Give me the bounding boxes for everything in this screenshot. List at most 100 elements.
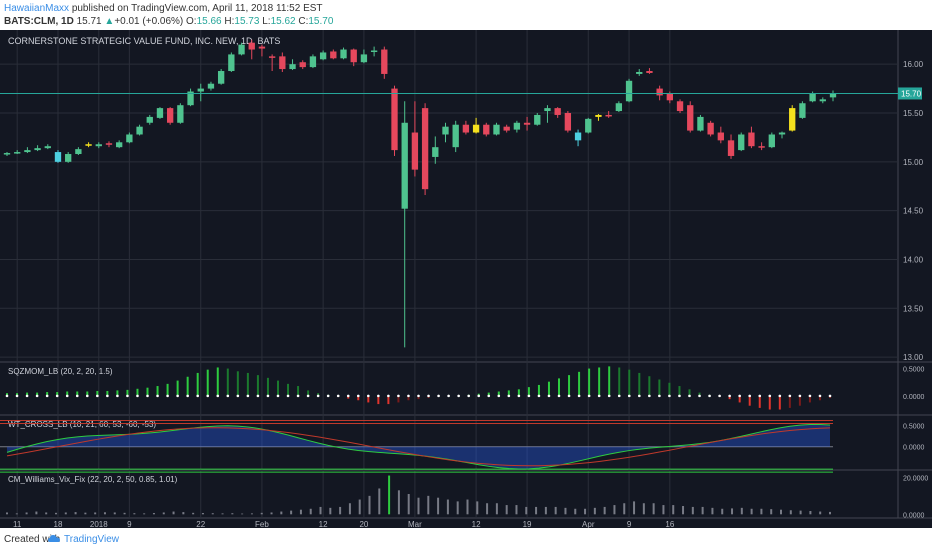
last-price: 15.71 [76, 16, 102, 27]
candle-body [238, 44, 245, 55]
candle [238, 42, 245, 56]
candle [676, 99, 684, 113]
squeeze-dot [216, 394, 220, 398]
squeeze-dot [35, 394, 39, 398]
candle [3, 152, 11, 156]
candle-body [738, 134, 745, 151]
author-link[interactable]: HawaiianMaxx [4, 3, 70, 14]
squeeze-dot [587, 394, 591, 398]
indicator-tick-label: 20.0000 [903, 475, 928, 482]
candle [738, 132, 745, 152]
candle-body [636, 71, 643, 74]
squeeze-dot [648, 394, 651, 398]
candle [248, 39, 255, 60]
time-tick-label: 2018 [90, 520, 108, 528]
indicator-tick-label: 0.5000 [903, 424, 925, 431]
candle [697, 114, 704, 132]
squeeze-dot [728, 394, 731, 398]
current-price-tag [898, 87, 922, 100]
squeeze-dot [306, 394, 310, 398]
candle-body [350, 49, 357, 63]
squeeze-dot [5, 394, 9, 398]
candle-body [523, 122, 531, 125]
candle-body [554, 108, 561, 115]
squeeze-dot [397, 394, 400, 398]
chart-area[interactable]: CORNERSTONE STRATEGIC VALUE FUND, INC. N… [0, 30, 932, 528]
candle-body [136, 126, 143, 135]
candle-body [615, 103, 623, 112]
squeeze-dot [206, 394, 210, 398]
candle [799, 101, 806, 119]
candle-body [656, 88, 663, 96]
squeeze-dot [407, 394, 410, 398]
price-tick-label: 15.00 [903, 158, 924, 167]
candle-body [116, 142, 123, 148]
candle-body [666, 93, 674, 101]
candle [268, 54, 276, 72]
squeeze-dot [136, 394, 139, 398]
tradingview-brand-link[interactable]: TradingView [64, 534, 120, 545]
chart-title: CORNERSTONE STRATEGIC VALUE FUND, INC. N… [8, 36, 280, 46]
candle [574, 129, 582, 147]
vix-fix-panel: CM_Williams_Vix_Fix (22, 20, 2, 50, 0.85… [6, 475, 928, 519]
candle [228, 52, 235, 72]
candle-body [564, 113, 572, 131]
candle [687, 101, 694, 133]
squeeze-dot [65, 394, 69, 398]
close-value: 15.70 [308, 16, 334, 27]
candle [554, 107, 561, 118]
squeeze-dot [427, 394, 430, 398]
candle-body [462, 124, 470, 133]
squeeze-dot [75, 394, 79, 398]
open-label: O: [186, 16, 197, 27]
squeeze-dot [577, 394, 581, 398]
squeeze-dot [367, 394, 370, 398]
candle [299, 60, 306, 70]
candle [14, 150, 21, 155]
time-tick-label: 22 [196, 520, 205, 528]
candle [789, 105, 796, 132]
candle [472, 117, 480, 134]
squeeze-dot [186, 394, 189, 398]
squeeze-dot [818, 394, 822, 398]
candle-body [24, 150, 31, 153]
time-tick-label: 18 [54, 520, 63, 528]
candle-body [789, 108, 796, 131]
squeeze-dot [326, 394, 330, 398]
candle [279, 52, 286, 72]
squeeze-dot [567, 394, 571, 398]
squeeze-dot [688, 394, 691, 398]
candle-body [207, 83, 215, 89]
squeeze-dot [286, 394, 290, 398]
sqzmom-panel: SQZMOM_LB (20, 2, 20, 1.5) 0.5000 0.0000 [5, 366, 925, 410]
squeeze-dot [55, 394, 59, 398]
candle [442, 122, 449, 143]
footer-bar: Created with TradingView [0, 528, 932, 550]
squeeze-dot [758, 394, 762, 398]
squeeze-dot [126, 394, 129, 398]
candle-body [809, 93, 816, 102]
squeeze-dot [788, 394, 792, 398]
squeeze-dot [698, 394, 701, 398]
candle [513, 120, 521, 133]
candle-body [166, 108, 174, 123]
symbol-label: BATS:CLM, 1D [4, 16, 74, 27]
candle [44, 144, 51, 150]
symbol-line: BATS:CLM, 1D 15.71 ▲+0.01 (+0.06%) O:15.… [4, 16, 333, 27]
time-tick-label: 19 [523, 520, 532, 528]
candle-body [442, 126, 449, 135]
candle [146, 114, 153, 125]
candle [95, 142, 102, 149]
price-axis[interactable]: 16.00 15.50 15.00 14.50 14.00 13.50 13.00 [903, 60, 924, 362]
candle-body [646, 71, 653, 73]
candle-body [85, 144, 92, 146]
squeeze-dot [226, 394, 230, 398]
time-axis[interactable]: 11 18 2018 9 22 Feb 12 20 Mar 12 19 Apr 9 16 [13, 520, 675, 528]
candle [758, 142, 765, 151]
price-tick-label: 14.00 [903, 255, 924, 264]
squeeze-dot [276, 394, 280, 398]
candle [595, 113, 602, 121]
candle [585, 117, 592, 134]
price-line: 15.70 [0, 87, 922, 100]
squeeze-dot [507, 394, 511, 398]
